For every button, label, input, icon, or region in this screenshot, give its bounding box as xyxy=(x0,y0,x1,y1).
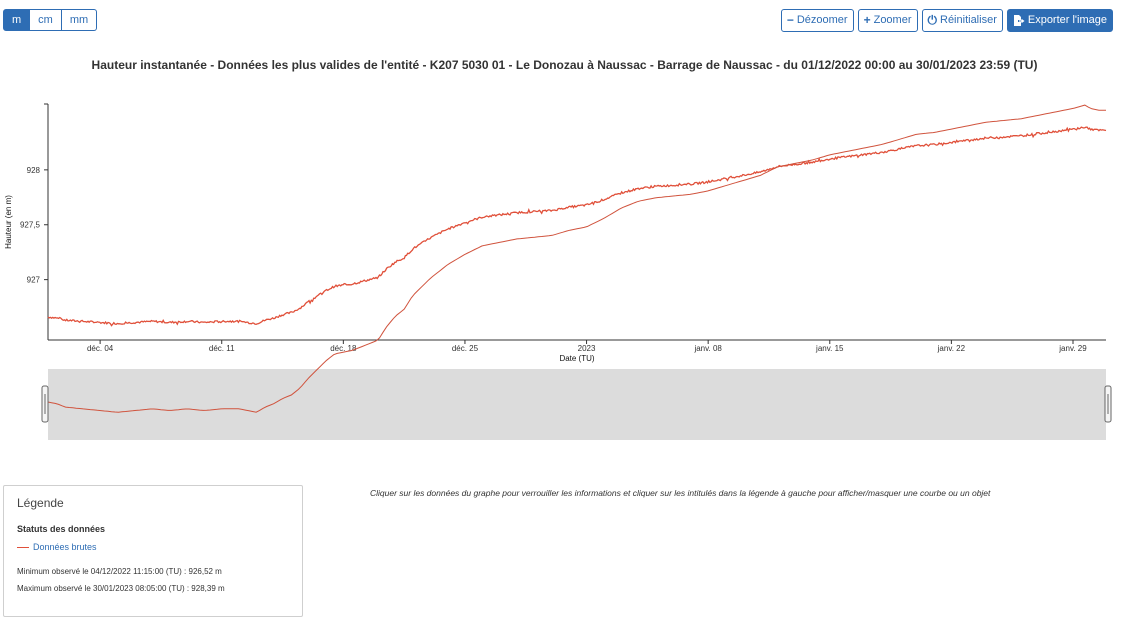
legend-section-title: Statuts des données xyxy=(17,524,106,534)
legend-title: Légende xyxy=(17,496,64,510)
reset-button[interactable]: ⏻ Réinitialiser xyxy=(921,9,1003,32)
reset-label: Réinitialiser xyxy=(940,14,997,26)
dezoom-label: Dézoomer xyxy=(796,14,848,26)
y-ticks: 927 927,5 928 xyxy=(20,103,48,285)
legend-maximum: Maximum observé le 30/01/2023 08:05:00 (… xyxy=(17,584,225,593)
plus-icon: + xyxy=(863,13,871,27)
file-export-icon xyxy=(1013,14,1025,26)
chart-svg[interactable]: 927 927,5 928 déc. 04 déc. 11 déc. 18 déc. 25… xyxy=(0,0,1129,450)
legend-item-label: Données brutes xyxy=(33,542,97,552)
x-tick-label: janv. 29 xyxy=(1058,344,1087,353)
legend-panel: Légende Statuts des données Données brut… xyxy=(3,485,303,617)
x-tick-label: déc. 18 xyxy=(330,344,357,353)
x-tick-label: janv. 08 xyxy=(693,344,722,353)
unit-cm-button[interactable]: cm xyxy=(30,9,62,31)
chart-hint-text: Cliquer sur les données du graphe pour v… xyxy=(370,488,991,498)
y-axis-label: Hauteur (en m) xyxy=(4,195,13,249)
power-icon: ⏻ xyxy=(927,13,938,27)
chart-toolbar: − Dézoomer + Zoomer ⏻ Réinitialiser Expo… xyxy=(780,9,1113,32)
legend-minimum: Minimum observé le 04/12/2022 11:15:00 (… xyxy=(17,567,222,576)
navigator[interactable] xyxy=(41,104,1112,440)
x-tick-label: déc. 25 xyxy=(452,344,479,353)
x-tick-label: janv. 22 xyxy=(937,344,966,353)
zoom-label: Zoomer xyxy=(873,14,912,26)
navigator-background xyxy=(48,369,1106,440)
y-tick-label: 928 xyxy=(27,166,41,175)
dezoom-button[interactable]: − Dézoomer xyxy=(780,9,854,32)
chart-title: Hauteur instantanée - Données les plus v… xyxy=(91,58,1038,72)
y-tick-label: 927 xyxy=(27,276,41,285)
x-tick-label: déc. 04 xyxy=(87,344,114,353)
export-label: Exporter l'image xyxy=(1027,14,1107,26)
x-tick-label: janv. 15 xyxy=(815,344,844,353)
navigator-line xyxy=(47,104,1106,413)
minus-icon: − xyxy=(786,13,794,27)
zoom-button[interactable]: + Zoomer xyxy=(857,9,918,32)
x-axis-label: Date (TU) xyxy=(559,354,594,363)
series-line-donnees-brutes[interactable] xyxy=(47,126,1107,327)
x-tick-label: 2023 xyxy=(578,344,596,353)
y-tick-label: 927,5 xyxy=(20,221,41,230)
legend-item-donnees-brutes[interactable]: Données brutes xyxy=(17,542,97,552)
unit-mm-button[interactable]: mm xyxy=(61,9,98,31)
legend-swatch xyxy=(17,546,29,548)
unit-selector: m cm mm xyxy=(3,9,98,31)
unit-m-button[interactable]: m xyxy=(3,9,31,31)
x-ticks: déc. 04 déc. 11 déc. 18 déc. 25 2023 janv. 08… xyxy=(87,340,1087,353)
export-image-button[interactable]: Exporter l'image xyxy=(1006,9,1113,32)
x-tick-label: déc. 11 xyxy=(209,344,235,353)
